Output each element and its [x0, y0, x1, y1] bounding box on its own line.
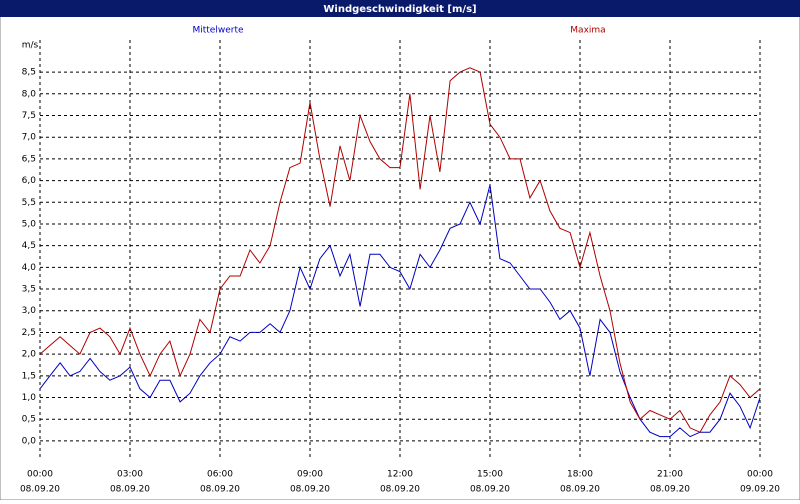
x-tick-date: 08.09.20 — [20, 485, 60, 495]
y-tick-label: 0,5 — [22, 415, 36, 425]
y-tick-label: 2,5 — [22, 328, 36, 338]
x-tick-label: 21:00 — [657, 470, 683, 480]
legend-entry: Maxima — [570, 26, 605, 36]
x-tick-date: 08.09.20 — [560, 485, 600, 495]
x-tick-label: 18:00 — [567, 470, 593, 480]
y-tick-label: 4,0 — [22, 263, 37, 273]
y-tick-label: 8,5 — [22, 68, 36, 78]
y-tick-label: 8,0 — [22, 89, 37, 99]
x-tick-date: 08.09.20 — [470, 485, 510, 495]
x-tick-label: 06:00 — [207, 470, 233, 480]
series-line — [39, 67, 761, 433]
x-tick-label: 15:00 — [477, 470, 503, 480]
y-tick-label: 6,5 — [22, 154, 36, 164]
x-tick-date: 09.09.20 — [740, 485, 780, 495]
y-tick-label: 1,5 — [22, 371, 36, 381]
y-tick-label: 7,0 — [22, 133, 37, 143]
y-tick-label: 0,0 — [22, 436, 37, 446]
x-tick-label: 09:00 — [297, 470, 323, 480]
y-tick-label: 6,0 — [22, 176, 37, 186]
y-tick-label: 5,5 — [22, 198, 36, 208]
x-tick-date: 08.09.20 — [290, 485, 330, 495]
y-tick-label: 5,0 — [22, 219, 37, 229]
y-tick-label: 3,0 — [22, 306, 37, 316]
legend-entry: Mittelwerte — [192, 26, 243, 36]
y-tick-label: 3,5 — [22, 285, 36, 295]
x-tick-date: 08.09.20 — [380, 485, 420, 495]
x-tick-label: 00:00 — [27, 470, 53, 480]
y-tick-label: 7,5 — [22, 111, 36, 121]
y-tick-label: 1,0 — [22, 393, 37, 403]
x-tick-date: 08.09.20 — [110, 485, 150, 495]
x-tick-label: 12:00 — [387, 470, 413, 480]
x-tick-label: 03:00 — [117, 470, 143, 480]
x-tick-date: 08.09.20 — [650, 485, 690, 495]
y-tick-label: 2,0 — [22, 350, 37, 360]
x-tick-date: 08.09.20 — [200, 485, 240, 495]
chart-title: Windgeschwindigkeit [m/s] — [323, 4, 476, 15]
x-tick-label: 00:00 — [747, 470, 773, 480]
y-unit-label: m/s — [22, 41, 39, 51]
y-tick-label: 4,5 — [22, 241, 36, 251]
title-bar — [0, 0, 800, 17]
